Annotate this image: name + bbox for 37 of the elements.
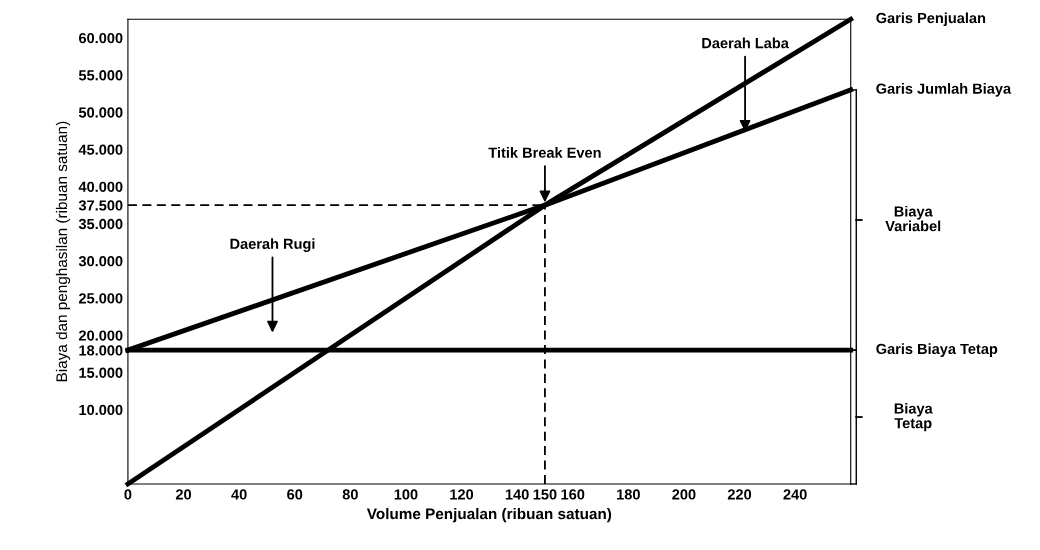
- annotation: Daerah Rugi: [230, 238, 315, 252]
- x-tick-label: 180: [617, 489, 640, 500]
- x-tick-label: 240: [783, 489, 807, 500]
- x-tick-label: 150: [533, 489, 557, 500]
- y-tick-label: 15.000: [79, 367, 123, 378]
- annotation: Titik Break Even: [488, 147, 601, 158]
- x-tick-label: 60: [287, 489, 303, 500]
- x-tick-label: 40: [231, 489, 247, 500]
- y-tick-label: 35.000: [78, 218, 123, 230]
- x-tick-label: 200: [672, 489, 696, 500]
- y-tick-label: 55.000: [78, 70, 123, 81]
- y-tick-label: 18.000: [79, 345, 123, 356]
- x-tick-label: 100: [394, 489, 418, 500]
- x-tick-label: 160: [561, 489, 585, 500]
- y-tick-label: 25.000: [78, 293, 123, 304]
- annotation: Garis Biaya Tetap: [876, 343, 998, 357]
- y-tick-label: 45.000: [78, 144, 123, 155]
- x-tick-label: 20: [175, 489, 192, 500]
- y-tick-label: 20.000: [78, 330, 123, 341]
- y-tick-label: 37.500: [78, 200, 123, 211]
- y-axis-title: Biaya dan penghasilan (ribuan satuan): [55, 121, 71, 382]
- y-tick-label: 10.000: [79, 404, 123, 416]
- annotation: Garis Penjualan: [876, 12, 986, 27]
- x-tick-label: 120: [450, 489, 474, 500]
- annotation: Daerah Laba: [702, 37, 789, 49]
- y-tick-label: 60.000: [78, 32, 123, 44]
- y-tick-label: 30.000: [78, 256, 123, 267]
- annotation: Garis Jumlah Biaya: [876, 83, 1012, 97]
- x-tick-label: 140: [505, 489, 529, 500]
- text: Biaya Tetap: [894, 402, 933, 432]
- x-tick-label: 80: [342, 489, 358, 500]
- x-tick-label: 0: [124, 489, 132, 500]
- y-tick-label: 40.000: [78, 181, 123, 192]
- x-axis-title: Volume Penjualan (ribuan satuan): [366, 508, 612, 523]
- text: Biaya Variabel: [885, 205, 941, 232]
- y-tick-label: 50.000: [78, 107, 123, 118]
- x-tick-label: 220: [727, 489, 752, 500]
